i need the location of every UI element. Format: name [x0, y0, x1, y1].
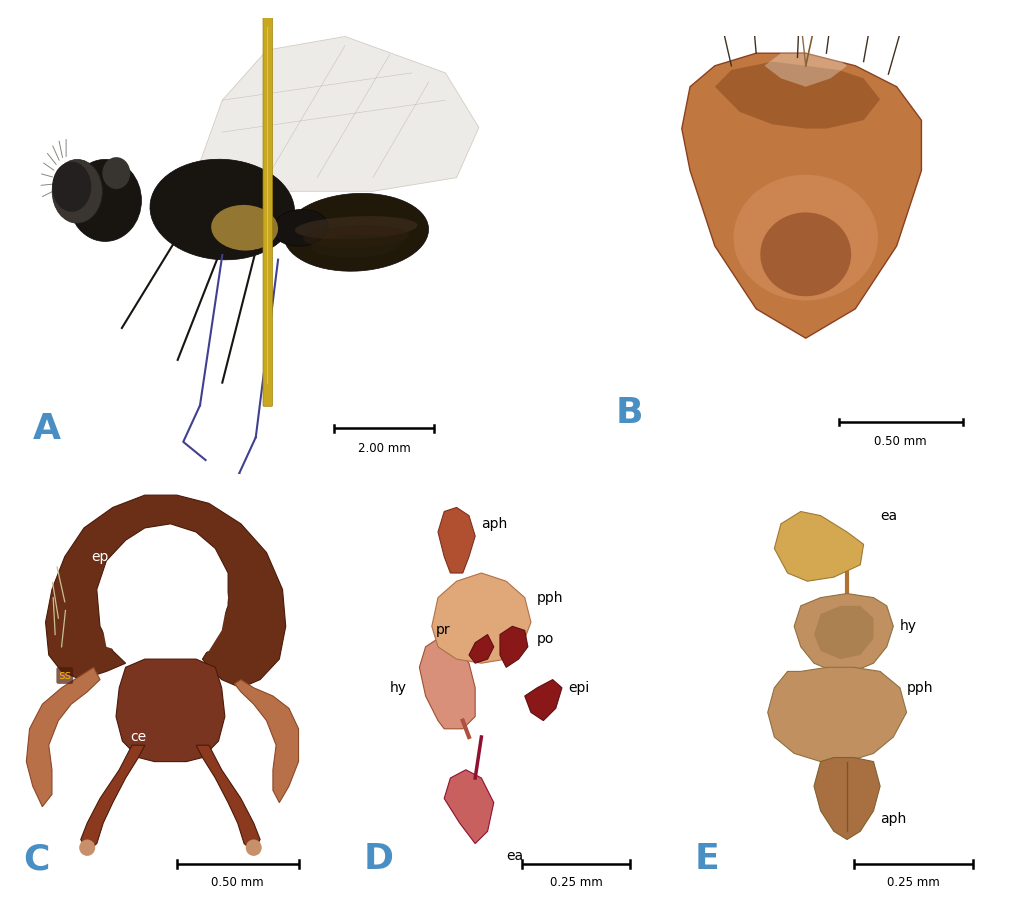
Polygon shape — [525, 680, 562, 721]
Ellipse shape — [733, 175, 878, 301]
Ellipse shape — [312, 234, 401, 258]
Polygon shape — [419, 639, 475, 729]
Text: epi: epi — [568, 681, 590, 695]
Polygon shape — [794, 594, 894, 671]
Polygon shape — [27, 667, 100, 807]
Ellipse shape — [52, 159, 102, 223]
Text: pph: pph — [907, 681, 933, 695]
Polygon shape — [814, 757, 880, 840]
Text: aph: aph — [481, 517, 507, 531]
Text: 0.25 mm: 0.25 mm — [886, 876, 940, 889]
Ellipse shape — [80, 840, 95, 856]
Polygon shape — [682, 53, 921, 338]
Text: pr: pr — [436, 623, 450, 638]
Text: 0.25 mm: 0.25 mm — [550, 876, 602, 889]
Text: A: A — [33, 413, 61, 446]
Text: hy: hy — [900, 619, 917, 633]
Polygon shape — [469, 634, 494, 663]
Text: B: B — [616, 396, 644, 430]
Polygon shape — [500, 627, 528, 667]
Text: 0.50 mm: 0.50 mm — [212, 876, 264, 889]
Polygon shape — [234, 680, 299, 803]
Polygon shape — [775, 511, 864, 581]
Polygon shape — [116, 660, 225, 762]
Text: aph: aph — [880, 812, 906, 826]
Ellipse shape — [294, 216, 417, 240]
Ellipse shape — [304, 225, 409, 249]
Text: pph: pph — [537, 590, 564, 605]
Text: ea: ea — [880, 508, 898, 523]
Polygon shape — [81, 745, 145, 852]
Text: 2.00 mm: 2.00 mm — [357, 442, 410, 455]
Text: E: E — [695, 843, 720, 876]
Ellipse shape — [273, 210, 328, 246]
Polygon shape — [432, 573, 531, 663]
Ellipse shape — [760, 212, 851, 296]
Polygon shape — [715, 62, 880, 128]
Polygon shape — [196, 745, 260, 852]
Polygon shape — [764, 53, 847, 87]
Text: ce: ce — [130, 730, 147, 744]
Polygon shape — [100, 532, 228, 660]
Polygon shape — [45, 495, 286, 688]
Ellipse shape — [102, 157, 130, 189]
Polygon shape — [194, 36, 479, 191]
Polygon shape — [438, 507, 475, 573]
Text: ep: ep — [91, 549, 108, 564]
Ellipse shape — [284, 193, 429, 271]
Polygon shape — [814, 606, 874, 660]
Text: ss: ss — [58, 669, 71, 682]
Text: D: D — [364, 843, 394, 876]
Ellipse shape — [246, 840, 261, 856]
Text: 0.50 mm: 0.50 mm — [875, 435, 927, 447]
Polygon shape — [768, 667, 907, 762]
Polygon shape — [444, 770, 494, 844]
Ellipse shape — [69, 159, 142, 241]
Text: hy: hy — [390, 681, 407, 695]
FancyBboxPatch shape — [263, 17, 273, 406]
Ellipse shape — [150, 159, 294, 260]
Ellipse shape — [52, 162, 91, 212]
Text: C: C — [23, 843, 50, 876]
Text: ea: ea — [506, 849, 524, 863]
Ellipse shape — [211, 205, 278, 251]
Text: po: po — [537, 631, 555, 646]
